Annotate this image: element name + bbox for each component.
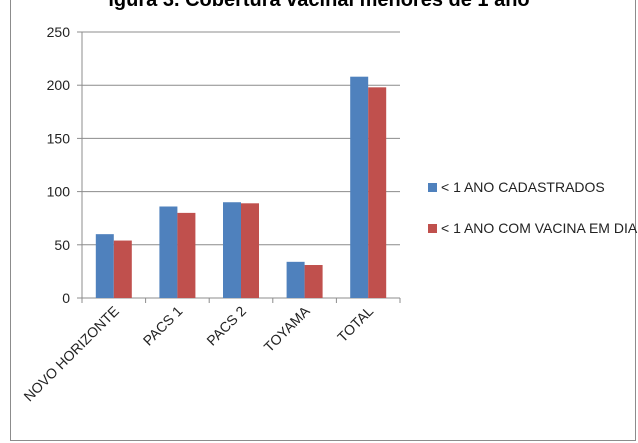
bar-cadastrados-total (350, 76, 369, 298)
bar-cadastrados-pacs-1 (159, 206, 178, 298)
x-tick-label: PACS 2 (203, 303, 249, 349)
y-tick-label: 50 (54, 237, 70, 253)
bar-cadastrados-toyama (286, 261, 305, 298)
x-tick-label: TOTAL (334, 303, 376, 345)
bar-com-vacina-pacs-1 (177, 212, 196, 298)
x-tick-label: TOYAMA (261, 302, 314, 355)
bar-com-vacina-novo-horizonte (113, 240, 132, 298)
chart-legend: < 1 ANO CADASTRADOS < 1 ANO COM VACINA EM… (428, 176, 638, 240)
x-tick-label: PACS 1 (140, 303, 186, 349)
chart-title: igura 3. Cobertura vacinal menores de 1 … (108, 0, 530, 11)
bar-com-vacina-pacs-2 (241, 203, 259, 298)
legend-swatch (428, 224, 437, 233)
y-tick-label: 150 (47, 130, 71, 146)
bar-com-vacina-total (368, 87, 387, 298)
legend-swatch (428, 183, 437, 192)
y-tick-label: 200 (47, 77, 71, 93)
bar-cadastrados-novo-horizonte (95, 234, 114, 298)
legend-label: < 1 ANO CADASTRADOS (441, 179, 605, 195)
chart-frame (10, 0, 636, 441)
y-tick-label: 250 (47, 24, 71, 40)
y-tick-label: 0 (62, 290, 70, 306)
legend-label: < 1 ANO COM VACINA EM DIA (441, 220, 638, 236)
bar-cadastrados-pacs-2 (223, 202, 241, 298)
legend-item: < 1 ANO COM VACINA EM DIA (428, 217, 638, 240)
legend-item: < 1 ANO CADASTRADOS (428, 176, 638, 199)
x-tick-label: NOVO HORIZONTE (20, 303, 122, 405)
y-tick-label: 100 (47, 184, 71, 200)
bar-com-vacina-toyama (304, 265, 323, 298)
